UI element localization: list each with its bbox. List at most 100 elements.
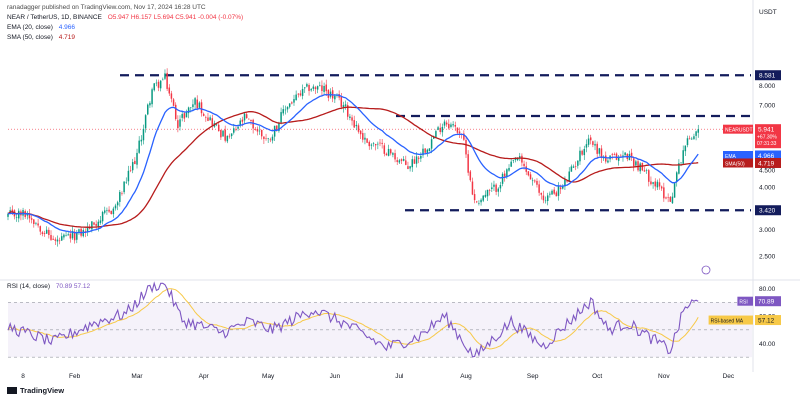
candle-body: [310, 89, 312, 91]
candle-body: [383, 145, 386, 154]
candle-body: [577, 160, 579, 166]
candle-body: [400, 159, 403, 161]
rsi-legend: RSI (14, close) 70.89 57.12: [7, 282, 94, 291]
candle-body: [405, 160, 407, 165]
candle-body: [168, 87, 171, 94]
candle-body: [671, 196, 674, 204]
price-tick-label: 3.000: [759, 227, 776, 234]
candle-body: [428, 148, 431, 152]
candle-body: [568, 171, 570, 182]
candle-body: [478, 202, 480, 204]
candle-body: [570, 166, 573, 172]
candle-body: [635, 161, 637, 166]
candle-body: [110, 210, 112, 214]
candle-body: [392, 153, 394, 155]
candle-body: [196, 99, 198, 109]
candle-body: [99, 220, 102, 223]
price-tag-name: EMA: [725, 154, 737, 160]
rsi-legend-values: 70.89 57.12: [55, 283, 91, 290]
candle-body: [693, 136, 695, 139]
candle-body: [123, 181, 125, 193]
price-tick-label: 2.500: [759, 254, 776, 261]
candle-body: [697, 129, 699, 133]
candle-body: [686, 138, 689, 146]
candle-body: [667, 197, 669, 198]
candle-body: [288, 103, 291, 107]
candle-body: [639, 163, 641, 172]
rsi-tag-name-bg: [737, 296, 753, 306]
candle-body: [463, 133, 465, 140]
candle-body: [185, 111, 188, 118]
time-tick-label: Dec: [723, 373, 735, 380]
candle-body: [452, 124, 454, 126]
candle-body: [531, 180, 534, 182]
candle-body: [441, 126, 444, 133]
candle-body: [258, 130, 261, 132]
tradingview-logo-text: TradingView: [20, 386, 65, 395]
candle-body: [33, 219, 35, 225]
price-tag-bg: [755, 124, 781, 149]
candle-body: [624, 152, 626, 156]
candle-body: [65, 235, 67, 236]
candle-body: [239, 120, 241, 126]
rsi-pane: [7, 281, 752, 358]
candle-body: [409, 166, 411, 169]
candle-body: [325, 84, 327, 92]
tradingview-logo[interactable]: TradingView: [7, 386, 64, 395]
candle-body: [680, 162, 682, 164]
candle-body: [58, 240, 61, 242]
candle-body: [200, 102, 203, 114]
candle-body: [217, 124, 220, 132]
candle-body: [527, 171, 530, 176]
time-tick-label: 8: [21, 373, 25, 380]
candle-body: [652, 182, 654, 184]
candle-body: [491, 187, 493, 189]
candle-body: [125, 181, 128, 183]
candle-body: [364, 137, 366, 140]
event-marker-icon[interactable]: [701, 265, 711, 275]
candle-body: [45, 229, 48, 234]
candle-body: [510, 161, 512, 167]
candle-body: [559, 187, 562, 190]
candle-body: [224, 129, 226, 141]
candle-body: [645, 170, 648, 171]
candle-body: [269, 139, 272, 141]
candle-body: [402, 159, 405, 161]
candle-body: [366, 138, 368, 143]
candle-body: [69, 233, 72, 239]
rsi-line: [7, 281, 699, 358]
candle-body: [228, 135, 231, 137]
price-pane: [0, 0, 800, 372]
candle-body: [35, 223, 37, 224]
candle-body: [598, 148, 601, 154]
price-tick-label: 4.500: [759, 167, 776, 174]
candle-body: [230, 133, 233, 137]
level-tag-bg: [755, 205, 781, 216]
candle-body: [202, 113, 205, 116]
candle-body: [359, 130, 362, 135]
price-tag-name: NEARUSDT: [725, 127, 753, 133]
time-tick-label: Jun: [330, 373, 341, 380]
candle-body: [181, 114, 183, 118]
candle-body: [312, 86, 315, 89]
candle-body: [585, 144, 588, 148]
candle-body: [605, 155, 607, 162]
candle-body: [142, 128, 145, 141]
sma-legend: SMA (50, close) 4.719: [7, 33, 79, 42]
candle-body: [691, 138, 693, 140]
candle-body: [82, 230, 85, 237]
candle-body: [306, 84, 308, 87]
candle-body: [334, 95, 336, 100]
candle-body: [61, 236, 63, 241]
candle-body: [519, 156, 521, 159]
candle-body: [299, 93, 302, 96]
candle-body: [512, 160, 515, 161]
candle-body: [78, 229, 80, 232]
candle-body: [316, 86, 319, 90]
candle-body: [476, 201, 478, 203]
price-tag-bg: [755, 150, 781, 161]
candle-body: [190, 107, 192, 109]
candle-body: [245, 114, 248, 119]
candle-body: [67, 234, 69, 236]
